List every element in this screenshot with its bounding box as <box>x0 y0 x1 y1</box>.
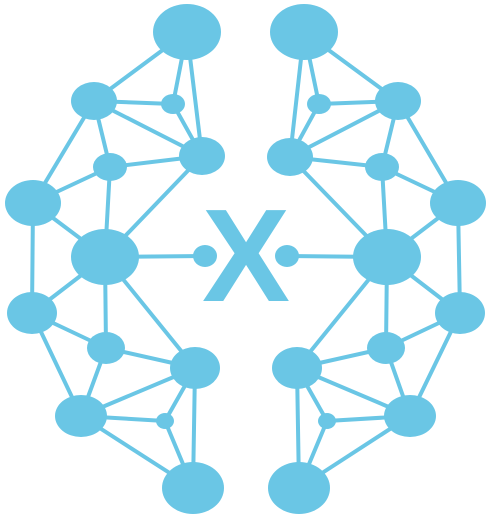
network-left-half <box>5 4 225 514</box>
network-nodes-right <box>267 4 486 514</box>
center-x-letter: X <box>202 182 290 329</box>
network-right-half <box>267 4 486 514</box>
network-nodes-left <box>5 4 225 514</box>
